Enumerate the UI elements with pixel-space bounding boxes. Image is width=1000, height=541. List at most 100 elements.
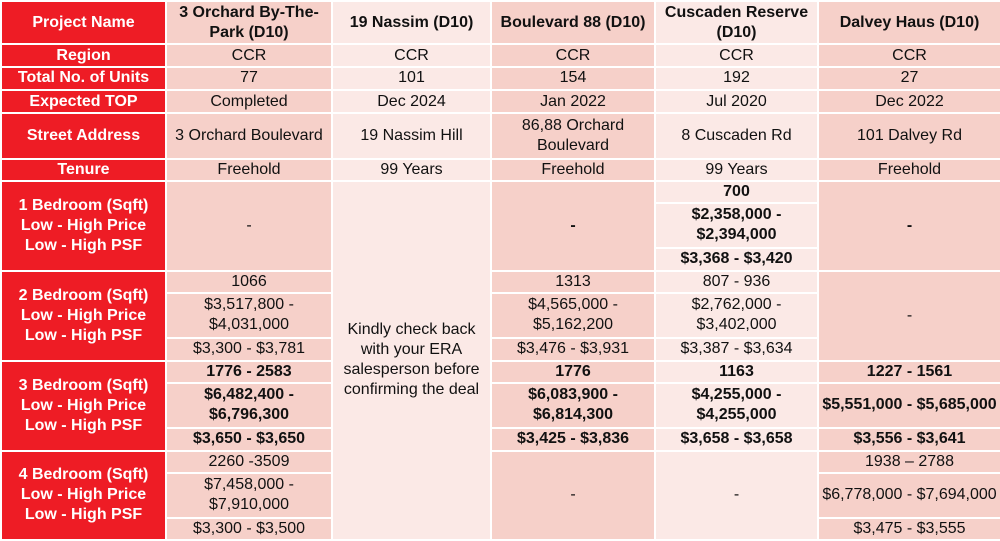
region-value: CCR: [490, 43, 656, 68]
boulevard-4br-value: -: [490, 449, 656, 541]
bedroom-2-psf-label: Low - High PSF: [24, 326, 143, 344]
top-label: Expected TOP: [0, 88, 167, 115]
bedroom-3-price-label: Low - High Price: [20, 396, 147, 414]
orchard-2br-price: $3,517,800 - $4,031,000: [165, 292, 333, 339]
bedroom-3-price-row: $6,482,400 - $6,796,300 $6,083,900 - $6,…: [1, 382, 1000, 429]
bedroom-1-price-row: $2,358,000 - $2,394,000: [1, 202, 1000, 249]
dalvey-3br-psf: $3,556 - $3,641: [817, 426, 1000, 452]
bedroom-1-sqft-label: 1 Bedroom (Sqft): [18, 196, 149, 214]
bedroom-2-sqft-label: 2 Bedroom (Sqft): [18, 286, 149, 304]
nassim-note: Kindly check back with your ERA salesper…: [331, 179, 492, 541]
dalvey-4br-sqft: 1938 – 2788: [817, 449, 1000, 475]
region-value: CCR: [331, 43, 492, 68]
orchard-3br-psf: $3,650 - $3,650: [165, 426, 333, 452]
top-value: Jan 2022: [490, 88, 656, 115]
orchard-3br-sqft: 1776 - 2583: [165, 359, 333, 385]
bedroom-1-psf-label: Low - High PSF: [24, 236, 143, 254]
address-value: 8 Cuscaden Rd: [654, 112, 819, 160]
units-row: Total No. of Units 77 101 154 192 27: [0, 65, 1000, 91]
bedroom-2-price-row: $3,517,800 - $4,031,000 $4,565,000 - $5,…: [1, 292, 1000, 339]
bedroom-4-sqft-row: 4 Bedroom (Sqft) Low - High Price Low - …: [0, 449, 1000, 541]
cuscaden-1br-price: $2,358,000 - $2,394,000: [654, 202, 819, 249]
address-label: Street Address: [0, 112, 167, 160]
bedroom-1-sqft-row: 1 Bedroom (Sqft) Low - High Price Low - …: [0, 179, 1000, 541]
orchard-1br-value: -: [165, 179, 333, 272]
address-value: 86,88 Orchard Boulevard: [490, 112, 656, 160]
orchard-4br-sqft: 2260 -3509: [165, 449, 333, 475]
boulevard-3br-sqft: 1776: [490, 359, 656, 385]
bedroom-1-psf-row: $3,368 - $3,420: [1, 246, 1000, 272]
project-name-boulevard-88: Boulevard 88 (D10): [490, 0, 656, 46]
dalvey-1br-value: -: [817, 179, 1000, 272]
bedroom-1-price-label: Low - High Price: [20, 216, 147, 234]
dalvey-4br-price: $6,778,000 - $7,694,000: [817, 472, 1000, 519]
units-value: 192: [654, 65, 819, 91]
orchard-3br-price: $6,482,400 - $6,796,300: [165, 382, 333, 429]
tenure-value: Freehold: [490, 157, 656, 182]
cuscaden-1br-psf: $3,368 - $3,420: [654, 246, 819, 272]
bedroom-2-label: 2 Bedroom (Sqft) Low - High Price Low - …: [0, 269, 167, 362]
bedroom-1-label: 1 Bedroom (Sqft) Low - High Price Low - …: [0, 179, 167, 272]
bedroom-3-sqft-label: 3 Bedroom (Sqft): [18, 376, 149, 394]
bedroom-4-psf-row: $3,300 - $3,500 $3,475 - $3,555: [1, 516, 1000, 541]
tenure-value: Freehold: [165, 157, 333, 182]
bedroom-3-label: 3 Bedroom (Sqft) Low - High Price Low - …: [0, 359, 167, 452]
bedroom-3-psf-row: $3,650 - $3,650 $3,425 - $3,836 $3,658 -…: [1, 426, 1000, 452]
tenure-value: 99 Years: [331, 157, 492, 182]
orchard-2br-sqft: 1066: [165, 269, 333, 295]
top-value: Completed: [165, 88, 333, 115]
bedroom-4-psf-label: Low - High PSF: [24, 506, 143, 524]
units-value: 27: [817, 65, 1000, 91]
top-value: Jul 2020: [654, 88, 819, 115]
cuscaden-3br-psf: $3,658 - $3,658: [654, 426, 819, 452]
region-value: CCR: [654, 43, 819, 68]
project-name-19-nassim: 19 Nassim (D10): [331, 0, 492, 46]
cuscaden-2br-sqft: 807 - 936: [654, 269, 819, 295]
boulevard-2br-price: $4,565,000 - $5,162,200: [490, 292, 656, 339]
project-name-dalvey-haus: Dalvey Haus (D10): [817, 0, 1000, 46]
address-value: 3 Orchard Boulevard: [165, 112, 333, 160]
project-name-cuscaden-reserve: Cuscaden Reserve (D10): [654, 0, 819, 46]
tenure-value: Freehold: [817, 157, 1000, 182]
dalvey-3br-price: $5,551,000 - $5,685,000: [817, 382, 1000, 429]
boulevard-3br-psf: $3,425 - $3,836: [490, 426, 656, 452]
project-name-label: Project Name: [0, 0, 167, 46]
bedroom-4-label: 4 Bedroom (Sqft) Low - High Price Low - …: [0, 449, 167, 541]
cuscaden-1br-sqft: 700: [654, 179, 819, 205]
cuscaden-4br-value: -: [654, 449, 819, 541]
project-name-3-orchard: 3 Orchard By-The-Park (D10): [165, 0, 333, 46]
bedroom-2-psf-row: $3,300 - $3,781 $3,476 - $3,931 $3,387 -…: [1, 336, 1000, 362]
cuscaden-3br-sqft: 1163: [654, 359, 819, 385]
address-value: 101 Dalvey Rd: [817, 112, 1000, 160]
orchard-4br-price: $7,458,000 - $7,910,000: [165, 472, 333, 519]
boulevard-2br-psf: $3,476 - $3,931: [490, 336, 656, 362]
bedroom-3-sqft-row: 3 Bedroom (Sqft) Low - High Price Low - …: [0, 359, 1000, 452]
tenure-label: Tenure: [0, 157, 167, 182]
bedroom-2-price-label: Low - High Price: [20, 306, 147, 324]
bedroom-4-price-row: $7,458,000 - $7,910,000 $6,778,000 - $7,…: [1, 472, 1000, 519]
orchard-4br-psf: $3,300 - $3,500: [165, 516, 333, 541]
region-value: CCR: [165, 43, 333, 68]
tenure-value: 99 Years: [654, 157, 819, 182]
bedroom-4-sqft-label: 4 Bedroom (Sqft): [18, 466, 149, 484]
units-value: 154: [490, 65, 656, 91]
boulevard-3br-price: $6,083,900 - $6,814,300: [490, 382, 656, 429]
dalvey-3br-sqft: 1227 - 1561: [817, 359, 1000, 385]
top-row: Expected TOP Completed Dec 2024 Jan 2022…: [0, 88, 1000, 115]
boulevard-1br-value: -: [490, 179, 656, 272]
top-value: Dec 2022: [817, 88, 1000, 115]
bedroom-2-sqft-row: 2 Bedroom (Sqft) Low - High Price Low - …: [0, 269, 1000, 362]
region-value: CCR: [817, 43, 1000, 68]
bedroom-4-price-label: Low - High Price: [20, 486, 147, 504]
cuscaden-3br-price: $4,255,000 - $4,255,000: [654, 382, 819, 429]
top-value: Dec 2024: [331, 88, 492, 115]
dalvey-2br-value: -: [817, 269, 1000, 362]
tenure-row: Tenure Freehold 99 Years Freehold 99 Yea…: [0, 157, 1000, 182]
header-row: Project Name 3 Orchard By-The-Park (D10)…: [0, 0, 1000, 46]
dalvey-4br-psf: $3,475 - $3,555: [817, 516, 1000, 541]
units-value: 101: [331, 65, 492, 91]
region-row: Region CCR CCR CCR CCR CCR: [0, 43, 1000, 68]
address-row: Street Address 3 Orchard Boulevard 19 Na…: [0, 112, 1000, 160]
cuscaden-2br-price: $2,762,000 - $3,402,000: [654, 292, 819, 339]
